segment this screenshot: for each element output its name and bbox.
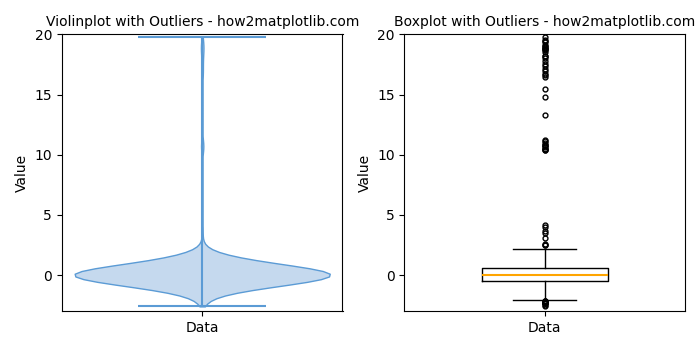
Title: Violinplot with Outliers - how2matplotlib.com: Violinplot with Outliers - how2matplotli… [46,15,359,29]
Y-axis label: Value: Value [358,154,372,192]
Title: Boxplot with Outliers - how2matplotlib.com: Boxplot with Outliers - how2matplotlib.c… [394,15,695,29]
Y-axis label: Value: Value [15,154,29,192]
